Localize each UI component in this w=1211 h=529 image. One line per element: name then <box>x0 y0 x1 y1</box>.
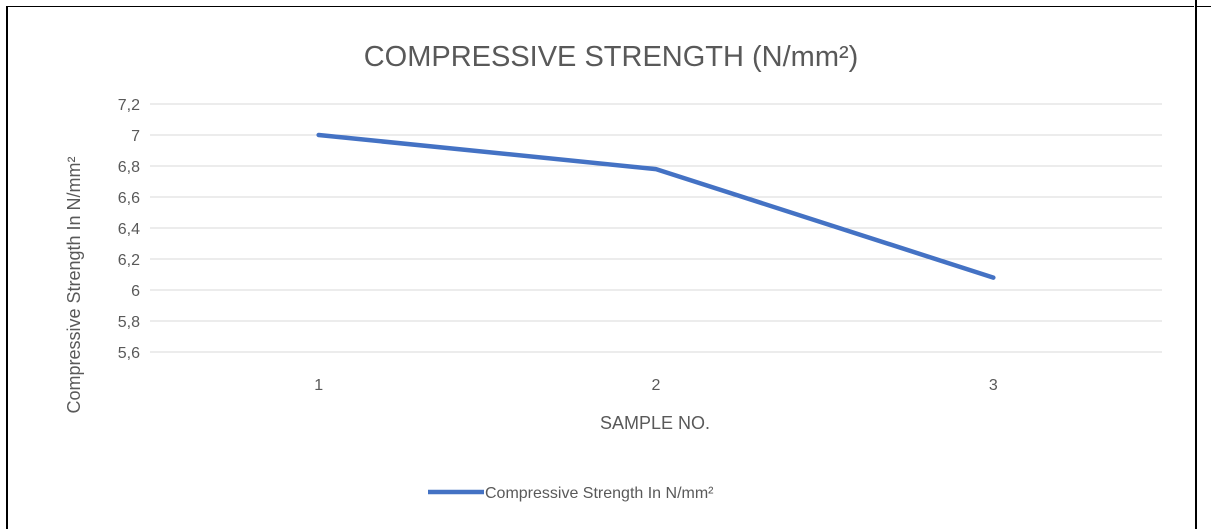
y-tick-label: 6 <box>131 283 140 300</box>
y-tick-label: 7,2 <box>118 97 140 114</box>
frame-border-right <box>1195 0 1197 529</box>
x-tick-label: 2 <box>652 377 661 394</box>
series-group <box>316 132 996 280</box>
y-tick-labels: 5,6 5,8 6 6,2 6,4 6,6 6,8 7 7,2 <box>118 97 140 362</box>
x-tick-label: 3 <box>989 377 998 394</box>
frame-border-left <box>6 6 8 529</box>
series-line <box>316 132 996 280</box>
x-tick-label: 1 <box>314 377 323 394</box>
frame-border-top <box>6 6 1194 7</box>
y-tick-label: 6,6 <box>118 190 140 207</box>
x-tick-labels: 1 2 3 <box>314 377 998 394</box>
x-axis-label: SAMPLE NO. <box>600 413 710 433</box>
frame-border-right-top <box>1195 6 1211 7</box>
y-tick-label: 6,4 <box>118 221 140 238</box>
y-tick-label: 5,8 <box>118 314 140 331</box>
y-tick-label: 5,6 <box>118 345 140 362</box>
legend: Compressive Strength In N/mm² <box>428 485 714 502</box>
legend-label: Compressive Strength In N/mm² <box>485 485 714 502</box>
y-tick-label: 7 <box>131 128 140 145</box>
gridlines <box>150 103 1162 353</box>
y-tick-label: 6,2 <box>118 252 140 269</box>
chart-title: COMPRESSIVE STRENGTH (N/mm²) <box>364 41 859 73</box>
y-axis-label: Compressive Strength In N/mm² <box>64 156 84 413</box>
y-tick-label: 6,8 <box>118 159 140 176</box>
